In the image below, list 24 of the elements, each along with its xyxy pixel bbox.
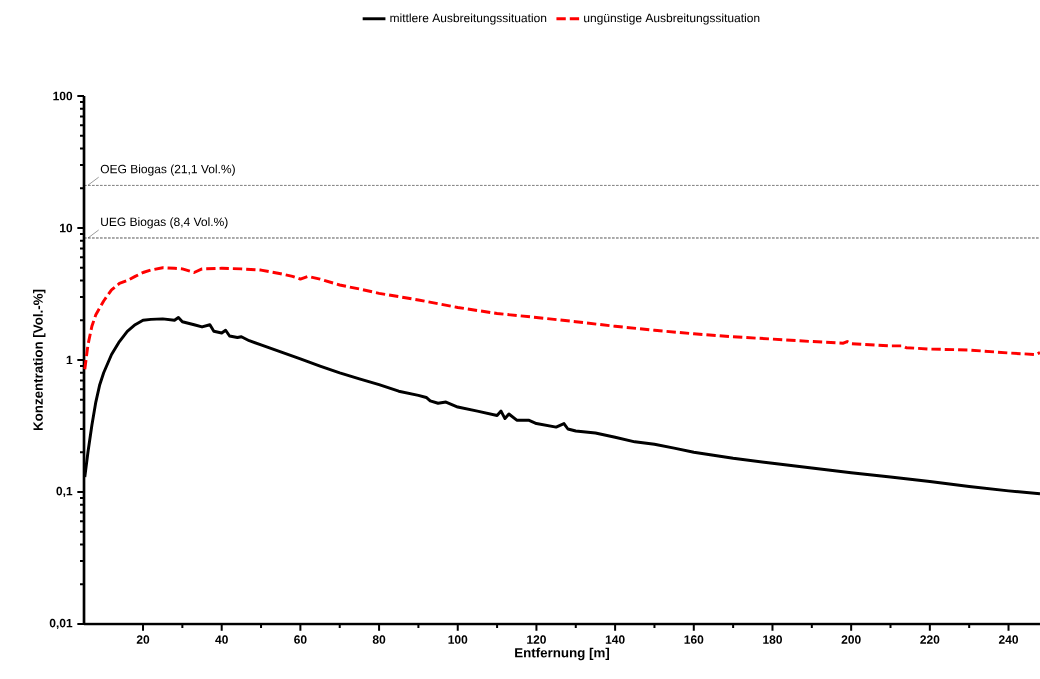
- x-axis-title: Entfernung [m]: [515, 647, 610, 661]
- y-tick-label: 0,1: [56, 486, 73, 498]
- x-tick-label: 140: [605, 635, 625, 644]
- y-tick-label: 0,01: [49, 618, 73, 630]
- y-tick-label: 100: [53, 91, 73, 101]
- y-axis-title: Konzentration [Vol.-%]: [33, 289, 46, 431]
- x-tick-label: 180: [763, 635, 782, 644]
- x-tick-label: 60: [294, 635, 307, 644]
- y-tick-label: 1: [66, 355, 73, 365]
- x-tick-label: 200: [841, 635, 861, 644]
- ref-line-label: OEG Biogas (21,1 Vol.%): [100, 164, 235, 176]
- y-tick-label: 10: [60, 223, 73, 233]
- x-tick-label: 80: [372, 635, 386, 644]
- legend-label: mittlere Ausbreitungssituation: [390, 13, 547, 25]
- x-tick-label: 100: [448, 635, 468, 644]
- x-tick-label: 20: [136, 635, 150, 644]
- x-tick-label: 160: [684, 635, 704, 644]
- x-tick-label: 120: [527, 635, 546, 644]
- x-tick-label: 220: [920, 635, 940, 644]
- ref-line-label: UEG Biogas (8,4 Vol.%): [101, 217, 228, 229]
- legend-label: ungünstige Ausbreitungssituation: [584, 13, 760, 25]
- line-series: [83, 266, 1040, 371]
- x-tick-label: 240: [998, 635, 1019, 644]
- x-tick-label: 40: [215, 635, 228, 644]
